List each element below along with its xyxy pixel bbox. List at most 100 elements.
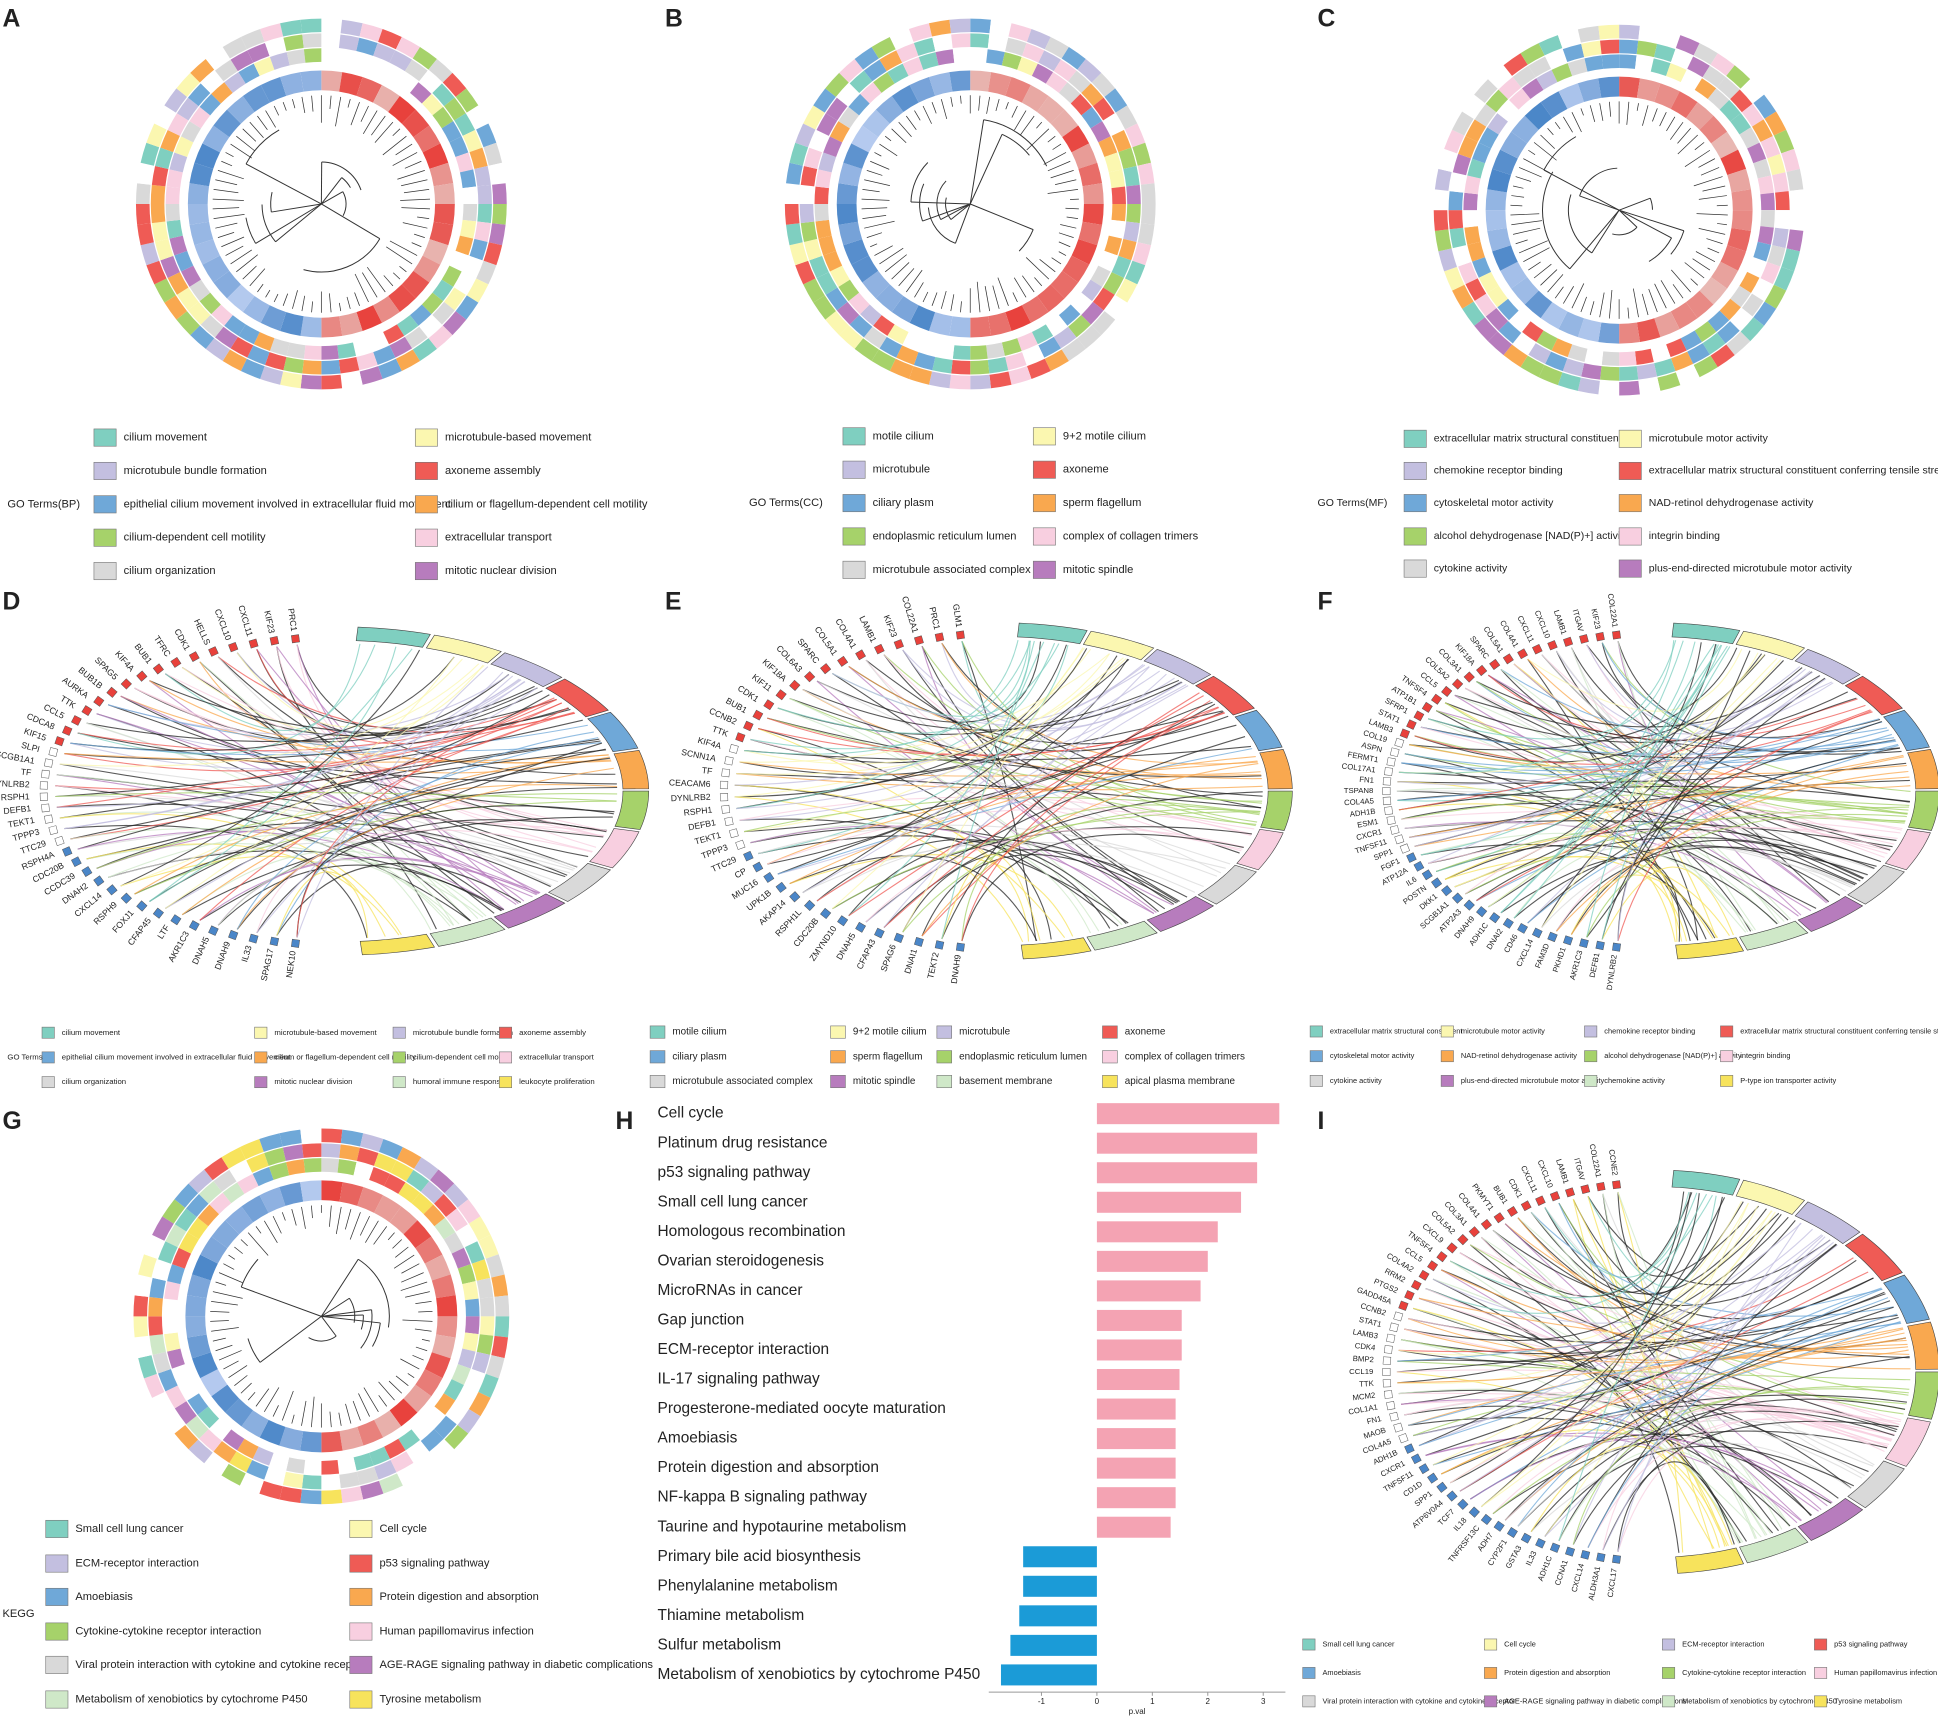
gene-box [1427,1260,1439,1272]
dendrogram-branch [354,292,360,306]
dendrogram-branch [1696,213,1728,216]
gene-label: DYNLRB2 [671,792,711,804]
dendrogram-branch [378,1381,395,1401]
dendrogram-branch [247,1391,256,1401]
dendrogram-arc [1612,226,1638,236]
dendrogram-branch [1563,116,1573,133]
dendrogram-branch [1039,259,1056,273]
ring-segment [1666,338,1687,358]
ring-segment [474,221,491,242]
dendrogram-branch [282,293,289,306]
gene-box [1399,843,1410,854]
ring-segment [359,23,383,42]
chord [236,805,614,930]
ring-segment [818,235,837,256]
ring-segment [849,314,873,338]
legend-label: cytoskeletal motor activity [1330,1051,1415,1060]
legend-swatch [1720,1050,1734,1063]
inner-ring-segment [213,109,241,138]
dendrogram-branch [215,179,238,186]
ring-segment [1767,153,1786,176]
dendrogram-branch [978,95,981,111]
legend-label: epithelial cilium movement involved in e… [124,498,451,510]
ring-segment [1619,39,1639,55]
dendrogram-branch [273,105,280,116]
ring-segment [1498,76,1522,100]
category-label: Cell cycle [658,1105,724,1122]
legend-title: GO Terms [7,1052,42,1061]
ring-segment [133,1316,149,1338]
dendrogram-arc [360,1309,373,1349]
dendrogram-branch [225,245,244,256]
chord [1572,1356,1910,1545]
inner-ring-segment [200,1236,228,1264]
circular-plot [784,18,1156,390]
chord [1587,1195,1717,1288]
ring-segment [1773,129,1795,154]
ring-segment [1520,43,1545,65]
ring-segment [887,324,909,345]
gene-box [1398,1300,1409,1311]
dendrogram-branch [862,215,887,219]
dendrogram-branch [866,232,883,238]
dendrogram-branch [282,102,287,111]
chord [750,640,1032,750]
gene-box [1418,1269,1430,1281]
dendrogram-branch [301,1400,307,1426]
chord [1601,646,1731,940]
legend-swatch [45,1519,69,1538]
chord [1488,657,1778,908]
bar [1010,1634,1097,1656]
chord [199,712,575,921]
ring-segment [815,169,832,189]
gene-label: LAMB1 [857,614,878,644]
ring-segment [839,59,864,83]
dendrogram-branch [395,143,413,156]
ring-segment [419,70,442,93]
legend-title: KEGG [2,1608,34,1620]
ring-segment [444,1183,469,1208]
ring-segment [197,1204,220,1227]
gene-box [48,825,59,835]
ring-segment [1719,298,1741,321]
gene-box [735,732,746,743]
ring-segment [1764,111,1787,136]
gene-box [1418,1463,1430,1475]
chord [1444,856,1688,942]
ring-segment [849,70,873,93]
ring-segment [1747,142,1767,164]
legend-label: Protein digestion and absorption [379,1591,538,1603]
legend-swatch [1102,1025,1118,1039]
ring-segment [932,357,953,374]
chord [1481,1210,1772,1508]
ring-segment [152,1391,174,1417]
dendrogram-branch [210,1310,230,1313]
ring-segment [825,287,848,311]
dendrogram-arc [240,1258,259,1288]
dendrogram-branch [221,236,245,248]
ring-segment [303,1460,322,1475]
ring-segment [478,1234,499,1259]
ring-segment [1118,238,1137,261]
ring-segment [340,1486,364,1504]
inner-ring-segment [242,85,270,112]
legend-swatch [499,1026,513,1039]
chord [149,648,413,902]
dendrogram-branch [365,1220,379,1243]
ring-segment [187,1393,209,1415]
ring-segment [825,311,849,336]
inner-ring-segment [202,125,230,153]
chord [296,666,489,938]
chord [70,749,607,840]
dendrogram-branch [281,1212,286,1221]
dendrogram-branch [311,1205,313,1219]
dendrogram-branch [997,277,1009,306]
gene-box [804,671,816,683]
dendrogram-branch [257,283,264,293]
ring-segment [390,1160,414,1182]
ring-segment [1108,219,1125,239]
chord [902,649,1187,732]
ring-segment [1581,40,1602,58]
term-arc [1017,622,1088,645]
inner-ring-segment [1487,168,1511,193]
